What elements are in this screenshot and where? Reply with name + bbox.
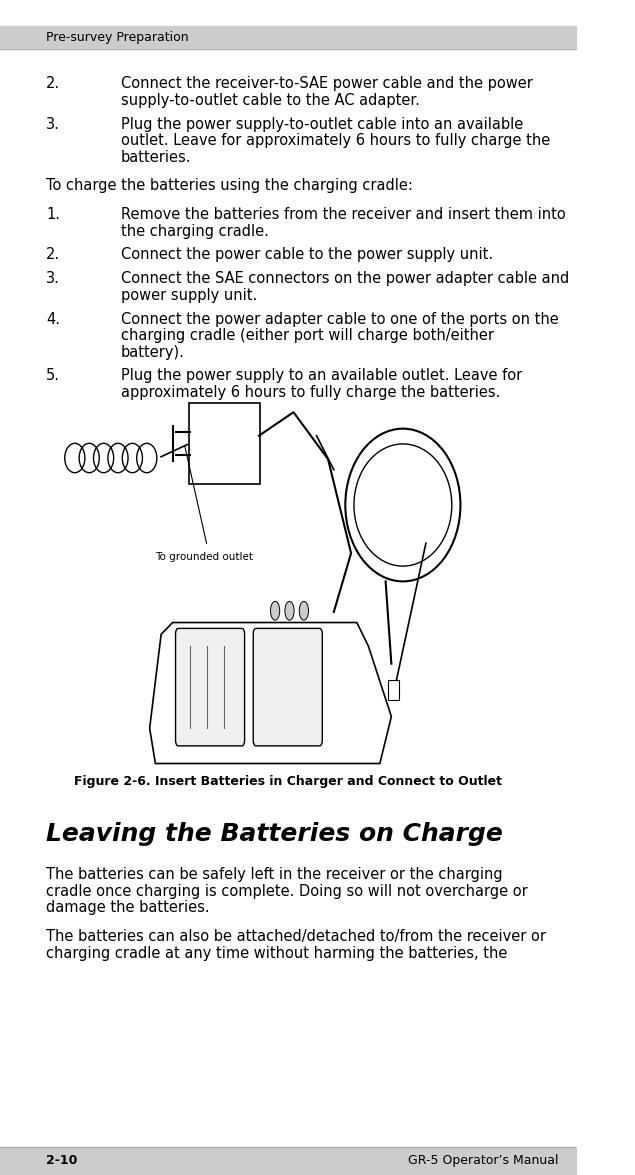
Text: Connect the SAE connectors on the power adapter cable and: Connect the SAE connectors on the power … [121, 271, 569, 287]
FancyBboxPatch shape [388, 680, 399, 700]
Circle shape [299, 602, 309, 620]
Text: Plug the power supply-to-outlet cable into an available: Plug the power supply-to-outlet cable in… [121, 116, 523, 132]
Text: Plug the power supply to an available outlet. Leave for: Plug the power supply to an available ou… [121, 368, 522, 383]
Text: The batteries can be safely left in the receiver or the charging: The batteries can be safely left in the … [46, 867, 503, 882]
Text: Pre-survey Preparation: Pre-survey Preparation [46, 31, 189, 45]
Text: Figure 2-6. Insert Batteries in Charger and Connect to Outlet: Figure 2-6. Insert Batteries in Charger … [74, 776, 502, 788]
Text: To charge the batteries using the charging cradle:: To charge the batteries using the chargi… [46, 179, 413, 194]
Polygon shape [150, 623, 391, 764]
Text: 2.: 2. [46, 248, 60, 262]
Text: approximately 6 hours to fully charge the batteries.: approximately 6 hours to fully charge th… [121, 384, 500, 400]
Text: supply-to-outlet cable to the AC adapter.: supply-to-outlet cable to the AC adapter… [121, 93, 420, 108]
Circle shape [271, 602, 279, 620]
Text: charging cradle (either port will charge both/either: charging cradle (either port will charge… [121, 328, 494, 343]
Text: charging cradle at any time without harming the batteries, the: charging cradle at any time without harm… [46, 946, 507, 960]
Circle shape [285, 602, 294, 620]
Text: Remove the batteries from the receiver and insert them into: Remove the batteries from the receiver a… [121, 207, 566, 222]
FancyBboxPatch shape [189, 403, 260, 484]
Text: To grounded outlet: To grounded outlet [156, 552, 253, 562]
Text: battery).: battery). [121, 344, 185, 360]
Text: 5.: 5. [46, 368, 60, 383]
Text: Connect the power cable to the power supply unit.: Connect the power cable to the power sup… [121, 248, 493, 262]
Text: the charging cradle.: the charging cradle. [121, 223, 269, 239]
Text: 3.: 3. [46, 116, 60, 132]
Text: batteries.: batteries. [121, 149, 191, 164]
Text: GR-5 Operator’s Manual: GR-5 Operator’s Manual [408, 1154, 558, 1168]
FancyBboxPatch shape [175, 629, 244, 746]
Text: Connect the power adapter cable to one of the ports on the: Connect the power adapter cable to one o… [121, 311, 559, 327]
Text: 1.: 1. [46, 207, 60, 222]
Text: damage the batteries.: damage the batteries. [46, 900, 210, 915]
Text: cradle once charging is complete. Doing so will not overcharge or: cradle once charging is complete. Doing … [46, 884, 528, 899]
Text: Connect the receiver-to-SAE power cable and the power: Connect the receiver-to-SAE power cable … [121, 76, 533, 92]
Text: Leaving the Batteries on Charge: Leaving the Batteries on Charge [46, 822, 503, 846]
Text: The batteries can also be attached/detached to/from the receiver or: The batteries can also be attached/detac… [46, 929, 546, 944]
Text: 2-10: 2-10 [46, 1154, 77, 1168]
Text: 4.: 4. [46, 311, 60, 327]
FancyBboxPatch shape [46, 417, 530, 770]
Text: power supply unit.: power supply unit. [121, 288, 257, 303]
FancyBboxPatch shape [253, 629, 323, 746]
Text: outlet. Leave for approximately 6 hours to fully charge the: outlet. Leave for approximately 6 hours … [121, 133, 550, 148]
Text: 2.: 2. [46, 76, 60, 92]
Text: 3.: 3. [46, 271, 60, 287]
